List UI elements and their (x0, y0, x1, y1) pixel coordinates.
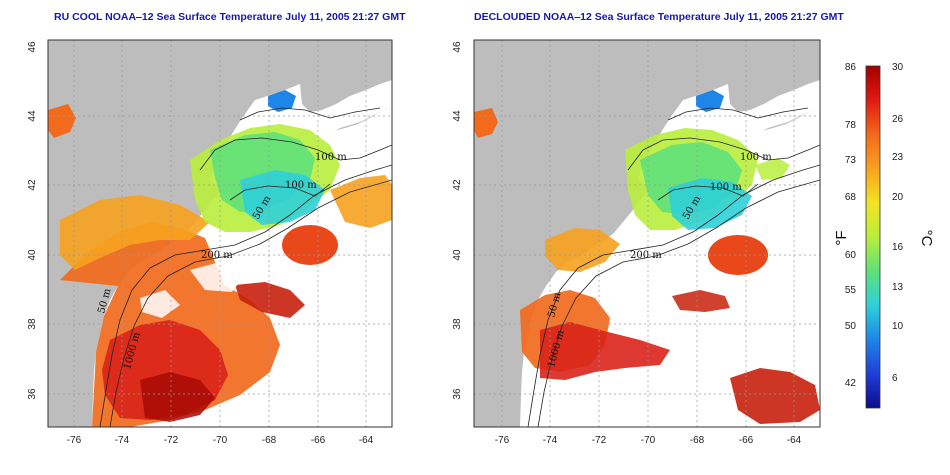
left-map: 100 m 100 m 50 m 200 m 50 m 1000 m 46 44… (27, 39, 393, 446)
right-lat-tick: 42 (452, 179, 463, 191)
right-lat-tick: 40 (452, 249, 463, 261)
right-map-frame (473, 39, 821, 428)
colorbar-fahrenheit-scale: 86 78 73 68 60 55 50 42 (845, 62, 857, 389)
right-sst-shelf-warm (545, 228, 620, 272)
right-lat-axis: 46 44 42 40 38 36 (452, 41, 463, 400)
left-contour-label-1: 100 m (315, 152, 347, 163)
colorbar-f-label: 73 (845, 155, 857, 166)
colorbar-fahrenheit-unit: °F (833, 230, 850, 245)
left-sst-cold-spot (268, 90, 296, 112)
left-cloud-gap-1 (190, 262, 245, 292)
left-sst-northwest-patch (48, 104, 76, 138)
right-lat-tick: 44 (452, 110, 463, 122)
colorbar-gradient (865, 65, 881, 409)
left-lon-tick: -70 (213, 435, 228, 446)
colorbar-c-label: 20 (892, 192, 904, 203)
colorbar-f-label: 86 (845, 62, 857, 73)
left-warm-eddy (282, 225, 338, 265)
left-contour-label-4: 200 m (201, 250, 233, 261)
right-lon-tick: -64 (787, 435, 802, 446)
left-depth-contours (99, 107, 392, 427)
right-contour-label-4: 200 m (630, 250, 662, 261)
right-lon-tick: -68 (690, 435, 705, 446)
right-lat-tick: 36 (452, 388, 463, 400)
colorbar-c-label: 16 (892, 242, 904, 253)
right-sst-hot-region (540, 322, 670, 380)
left-lat-tick: 46 (27, 41, 38, 53)
left-lon-tick: -76 (67, 435, 82, 446)
left-lat-axis: 46 44 42 40 38 36 (27, 41, 38, 400)
left-lon-axis: -76 -74 -72 -70 -68 -66 -64 (67, 435, 374, 446)
colorbar-celsius-unit: °C (918, 230, 935, 247)
left-sst-shelf-warm (60, 195, 210, 270)
colorbar-c-label: 23 (892, 152, 904, 163)
colorbar-f-label: 68 (845, 192, 857, 203)
colorbar-c-label: 6 (892, 373, 898, 384)
left-cloud-gap-2 (140, 290, 180, 318)
left-map-frame (47, 39, 393, 428)
right-lon-tick: -72 (592, 435, 607, 446)
left-nova-scotia (300, 58, 392, 112)
right-map: 100 m 100 m 50 m 200 m 50 m 1000 m 46 44… (452, 39, 821, 446)
colorbar-c-label: 13 (892, 282, 904, 293)
right-nova-scotia (728, 58, 820, 112)
right-sst-northwest-patch (474, 108, 498, 138)
left-lat-tick: 36 (27, 388, 38, 400)
colorbar: 86 78 73 68 60 55 50 42 30 26 23 20 16 1… (833, 62, 935, 409)
left-lat-tick: 40 (27, 249, 38, 261)
colorbar-c-label: 30 (892, 62, 904, 73)
left-lon-tick: -72 (164, 435, 179, 446)
right-sst-east-cool (755, 158, 790, 180)
colorbar-c-label: 26 (892, 114, 904, 125)
colorbar-f-label: 55 (845, 285, 857, 296)
right-warm-eddy (708, 235, 768, 275)
right-sst-east-patch (672, 290, 730, 312)
right-depth-contours (527, 107, 820, 427)
right-lon-tick: -74 (543, 435, 558, 446)
colorbar-celsius-scale: 30 26 23 20 16 13 10 6 (892, 62, 904, 384)
left-lon-tick: -68 (262, 435, 277, 446)
right-sst-southeast-patch (730, 368, 820, 424)
left-lon-tick: -74 (115, 435, 130, 446)
left-lon-tick: -64 (359, 435, 374, 446)
left-lat-tick: 42 (27, 179, 38, 191)
left-sst-patches-east (235, 282, 305, 318)
colorbar-f-label: 42 (845, 378, 857, 389)
left-sst-hottest-patch (140, 372, 215, 422)
left-sst-georges-bank (240, 170, 325, 225)
colorbar-f-label: 60 (845, 250, 857, 261)
right-lon-axis: -76 -74 -72 -70 -68 -66 -64 (495, 435, 802, 446)
right-lat-tick: 38 (452, 318, 463, 330)
left-lat-tick: 44 (27, 110, 38, 122)
colorbar-f-label: 50 (845, 321, 857, 332)
left-sst-east-warm (330, 175, 392, 228)
right-contour-label-1: 100 m (740, 152, 772, 163)
colorbar-f-label: 78 (845, 120, 857, 131)
right-panel-title: DECLOUDED NOAA‒12 Sea Surface Temperatur… (474, 11, 844, 23)
colorbar-c-label: 10 (892, 321, 904, 332)
left-panel-title: RU COOL NOAA‒12 Sea Surface Temperature … (54, 11, 406, 23)
right-lon-tick: -66 (739, 435, 754, 446)
left-contour-label-2: 100 m (285, 180, 317, 191)
right-sst-cold-spot (696, 90, 724, 112)
right-lon-tick: -76 (495, 435, 510, 446)
left-lat-tick: 38 (27, 318, 38, 330)
right-contour-label-2: 100 m (710, 182, 742, 193)
right-lat-tick: 46 (452, 41, 463, 53)
left-lon-tick: -66 (311, 435, 326, 446)
right-lon-tick: -70 (641, 435, 656, 446)
